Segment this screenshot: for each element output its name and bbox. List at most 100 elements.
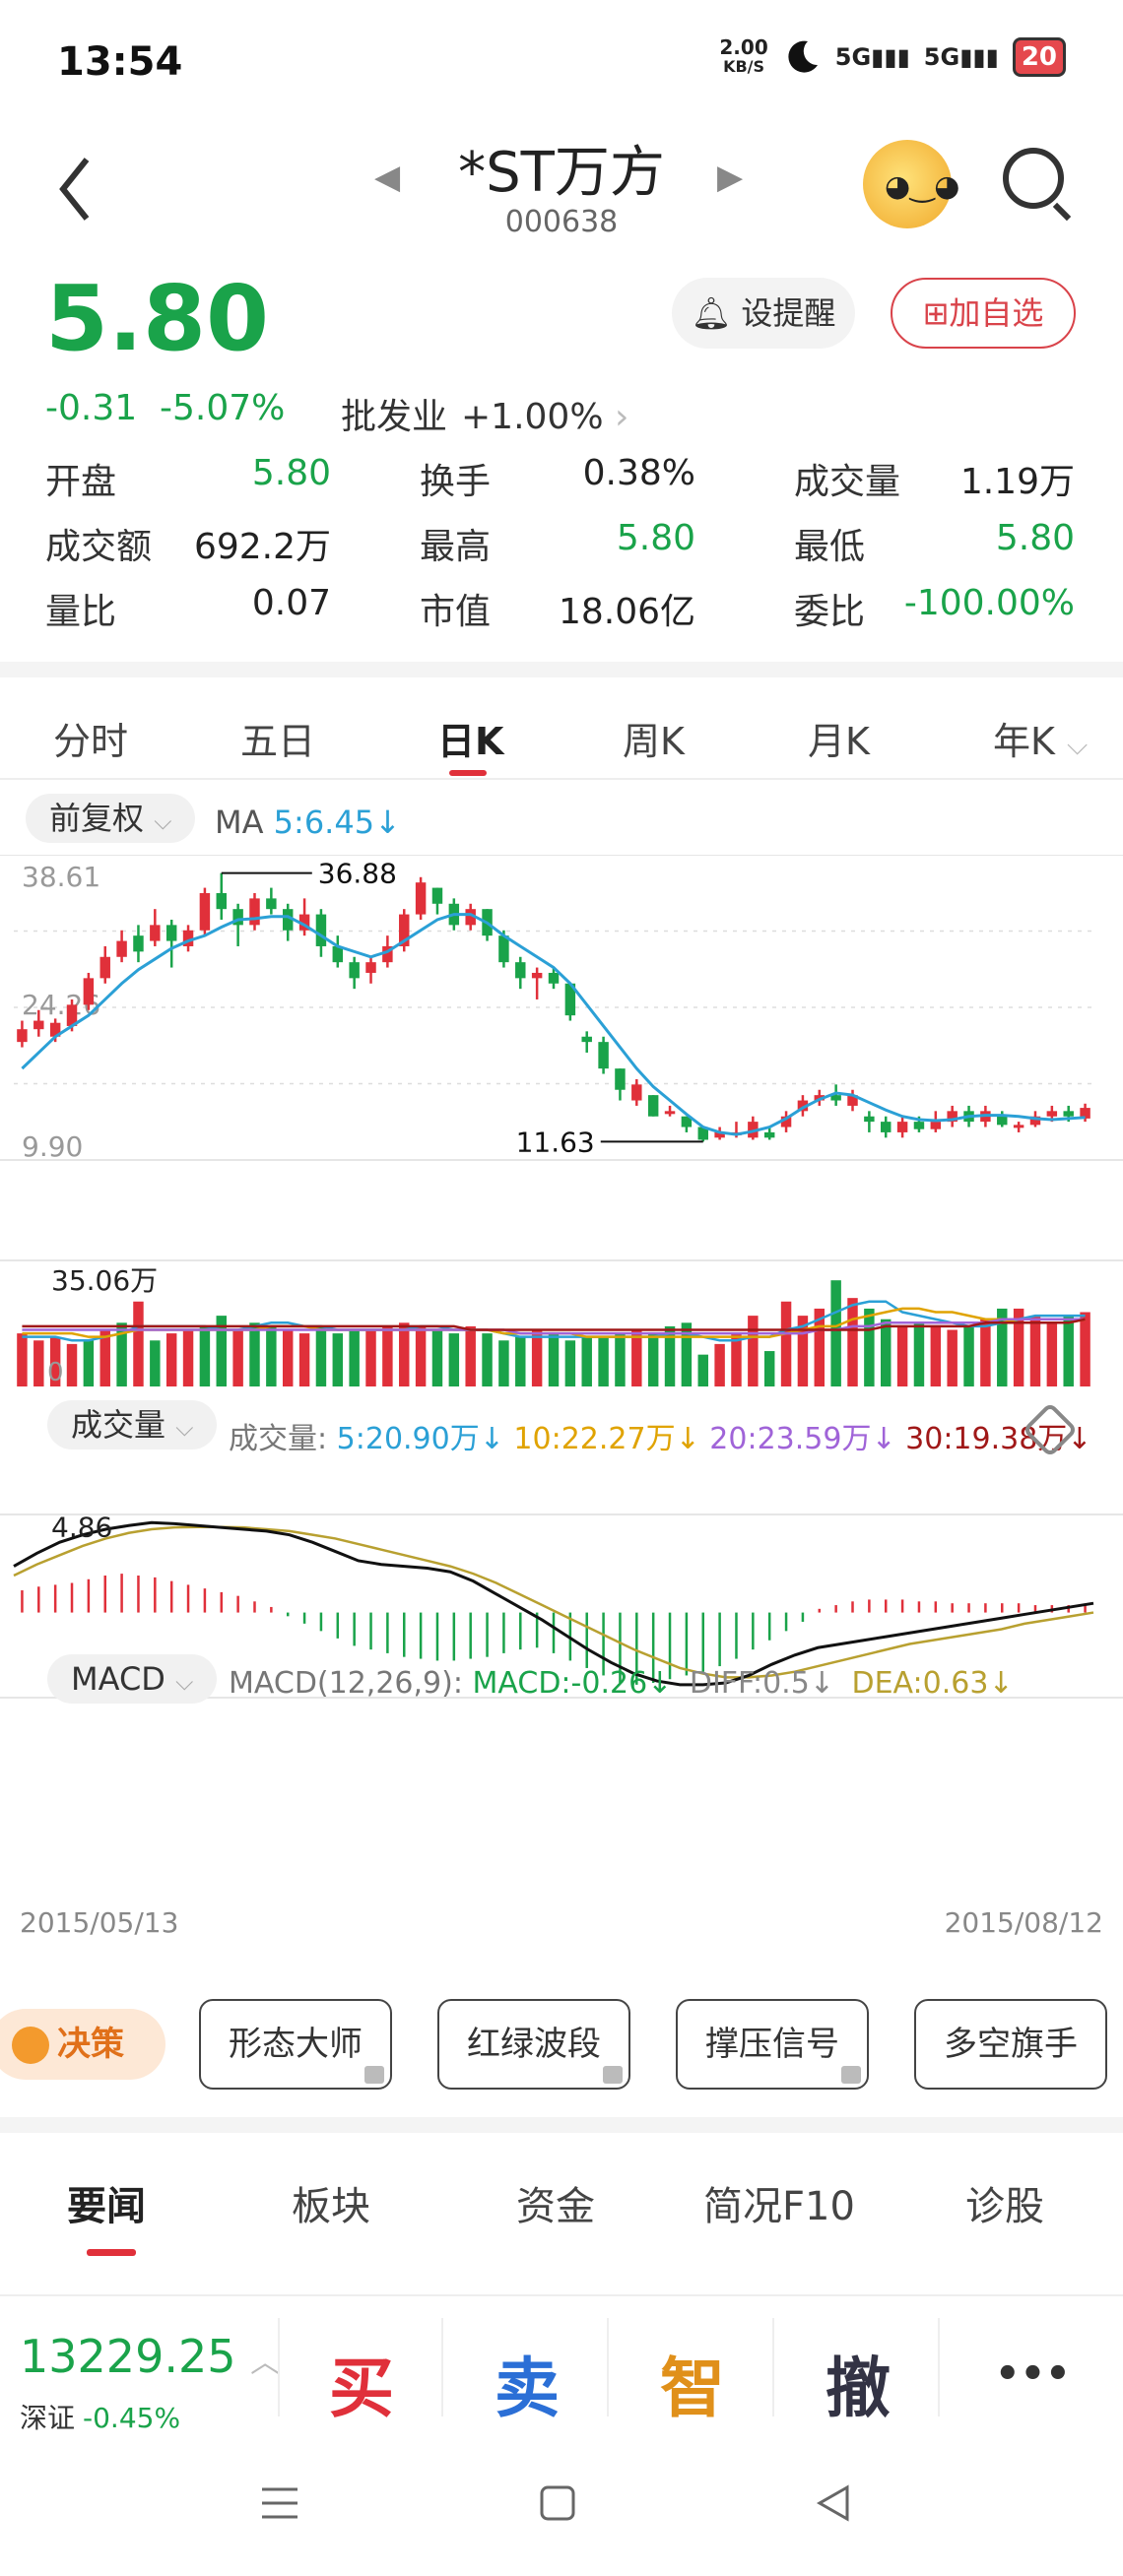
- candle-body: [664, 1111, 676, 1115]
- tab-five-day[interactable]: 五日: [240, 720, 316, 763]
- volume-dropdown[interactable]: 成交量 ⌵: [47, 1400, 218, 1449]
- industry-link[interactable]: 批发业 +1.00% ›: [341, 397, 629, 437]
- tab-weekly-k[interactable]: 周K: [623, 720, 685, 763]
- tab-profile-f10[interactable]: 简况F10: [703, 2184, 855, 2229]
- macd-dropdown[interactable]: MACD ⌵: [47, 1654, 218, 1704]
- candle-body: [647, 1095, 659, 1117]
- low-marker-label: 11.63: [516, 1126, 595, 1158]
- lock-icon: [603, 2066, 623, 2084]
- stat-label: 成交额: [45, 527, 153, 567]
- tab-monthly-k[interactable]: 月K: [808, 720, 870, 763]
- candle-body: [531, 972, 543, 979]
- kline-chart-area: 前复权 ⌵ MA 5:6.45↓ 38.61 24.26 9.90 36.88 11.6…: [0, 784, 1123, 1956]
- battery-icon: 20: [1012, 37, 1066, 77]
- candle-body: [681, 1116, 693, 1127]
- tab-news[interactable]: 要闻: [67, 2184, 146, 2229]
- candle-body: [232, 909, 243, 926]
- price-change-pct: -5.07%: [160, 388, 286, 428]
- search-icon[interactable]: [1003, 148, 1064, 209]
- volume-bar: [116, 1322, 127, 1386]
- tool-support-resistance[interactable]: 撑压信号: [676, 1999, 869, 2090]
- smart-button[interactable]: 智: [660, 2351, 725, 2426]
- volume-bar: [564, 1340, 576, 1386]
- candle-body: [382, 945, 393, 963]
- candle-body: [365, 962, 376, 973]
- mascot-avatar[interactable]: ◕‿◕: [863, 140, 959, 228]
- buy-button[interactable]: 买: [329, 2351, 394, 2426]
- volume-bar: [465, 1325, 476, 1386]
- candle-body: [615, 1068, 626, 1090]
- stat-item: 量比 0.07: [45, 583, 331, 634]
- stock-code: 000638: [504, 205, 619, 239]
- quote-panel: 5.80 🔔︎ 设提醒 ⊞加自选 -0.31 -5.07% 批发业 +1.00% …: [0, 266, 1123, 660]
- stat-item: 成交额 692.2万: [45, 518, 331, 569]
- volume-bar: [581, 1336, 592, 1386]
- volume-bar: [1013, 1308, 1024, 1386]
- back-nav-icon[interactable]: [812, 2481, 855, 2525]
- index-name: 深证 -0.45%: [20, 2402, 181, 2434]
- tab-yearly-k[interactable]: 年K ⌵: [993, 720, 1089, 763]
- stock-header: ◀ ▶ *ST万方 000638 ◕‿◕: [0, 128, 1123, 276]
- adjust-dropdown[interactable]: 前复权 ⌵: [26, 794, 196, 843]
- more-icon[interactable]: •••: [995, 2351, 1071, 2397]
- cancel-order-button[interactable]: 撤: [826, 2351, 891, 2426]
- volume-bar: [266, 1325, 277, 1386]
- price-change: -0.31: [45, 388, 138, 428]
- stat-value: 692.2万: [193, 527, 331, 567]
- stat-label: 最高: [420, 527, 492, 567]
- volume-bar: [963, 1325, 974, 1386]
- tool-bull-bear[interactable]: 多空旗手: [914, 1999, 1107, 2090]
- tool-red-green-band[interactable]: 红绿波段: [437, 1999, 630, 2090]
- trade-bar: 13229.25 ︿ 深证 -0.45% 买 卖 智 撤 •••: [0, 2294, 1123, 2434]
- stat-value: 0.07: [251, 583, 331, 623]
- sell-button[interactable]: 卖: [495, 2351, 560, 2426]
- chevron-down-icon: ⌵: [175, 1414, 194, 1442]
- prev-stock-icon[interactable]: ◀: [374, 158, 401, 197]
- candle-body: [548, 972, 560, 984]
- tab-sector[interactable]: 板块: [292, 2184, 370, 2229]
- volume-max-label: 35.06万: [51, 1264, 158, 1297]
- stat-label: 市值: [420, 592, 492, 632]
- candle-body: [33, 1020, 44, 1030]
- candle-body: [598, 1042, 609, 1069]
- candle-body: [1029, 1116, 1041, 1126]
- high-marker-label: 36.88: [318, 858, 397, 890]
- volume-bar: [881, 1319, 892, 1386]
- volume-bar: [1080, 1312, 1090, 1386]
- tab-daily-k[interactable]: 日K: [437, 720, 504, 763]
- volume-bar: [33, 1340, 44, 1386]
- stock-name: *ST万方: [458, 141, 665, 205]
- active-tab-indicator: [87, 2249, 136, 2256]
- plus-box-icon: ⊞: [922, 294, 950, 332]
- candle-body: [780, 1116, 792, 1127]
- add-favorite-button[interactable]: ⊞加自选: [891, 278, 1076, 349]
- volume-zero-label: 0: [47, 1358, 64, 1387]
- volume-bar: [615, 1333, 626, 1386]
- volume-bar: [431, 1329, 443, 1386]
- dea-line: [13, 1525, 1094, 1679]
- candle-body: [947, 1111, 958, 1123]
- back-icon[interactable]: [47, 150, 106, 228]
- tool-pattern-master[interactable]: 形态大师: [199, 1999, 392, 2090]
- price-axis-top-label: 38.61: [22, 861, 100, 893]
- network-speed: 2.00 KB/S: [719, 35, 768, 76]
- tab-intraday[interactable]: 分时: [53, 720, 129, 763]
- candle-body: [697, 1127, 708, 1140]
- home-icon[interactable]: [536, 2481, 579, 2525]
- menu-icon[interactable]: [258, 2481, 301, 2525]
- next-stock-icon[interactable]: ▶: [717, 158, 744, 197]
- volume-bar: [298, 1333, 310, 1386]
- volume-bar: [847, 1298, 858, 1386]
- index-value[interactable]: 13229.25 ︿: [20, 2330, 281, 2383]
- volume-bar: [498, 1340, 509, 1386]
- candle-body: [1046, 1111, 1058, 1117]
- tab-diagnose[interactable]: 诊股: [965, 2184, 1044, 2229]
- volume-bar: [66, 1343, 78, 1386]
- decision-badge[interactable]: 决策: [0, 2009, 165, 2080]
- candle-body: [298, 914, 310, 931]
- ma-legend: MA 5:6.45↓: [215, 804, 401, 841]
- tab-funds[interactable]: 资金: [516, 2184, 595, 2229]
- remind-button[interactable]: 🔔︎ 设提醒: [672, 278, 855, 349]
- candle-body: [930, 1122, 942, 1129]
